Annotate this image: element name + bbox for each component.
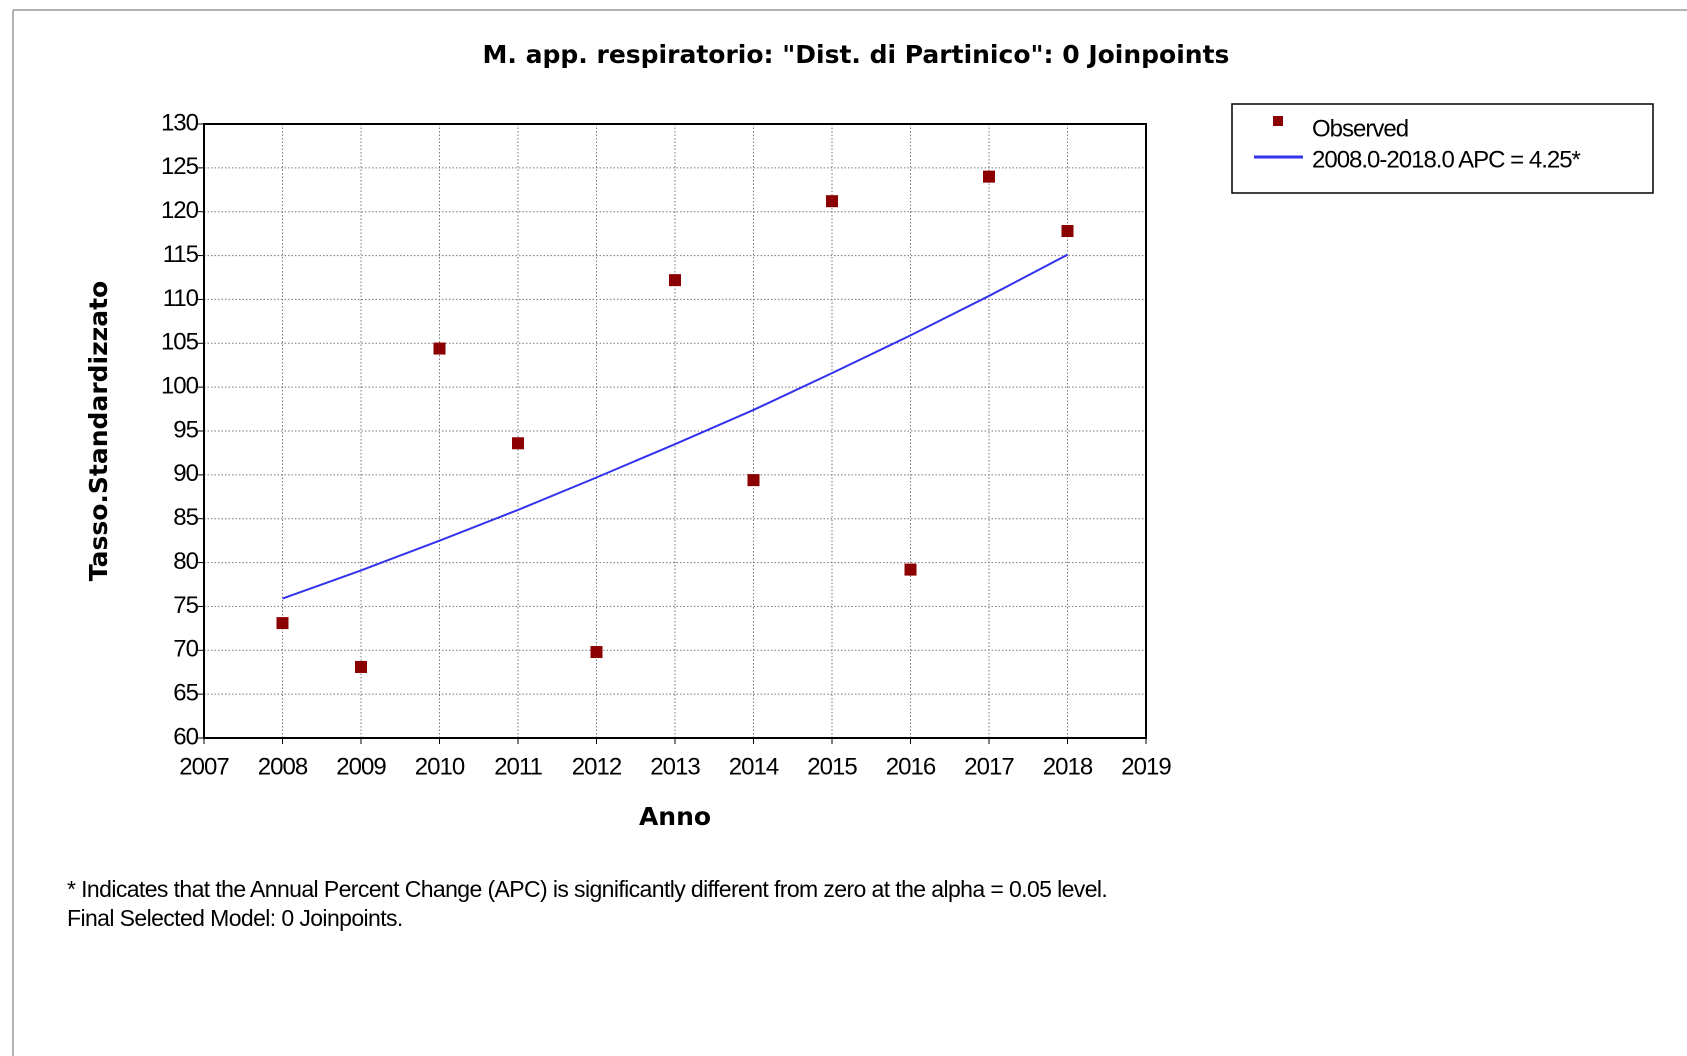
- marker: [590, 646, 603, 659]
- y-tick-label: 90: [173, 460, 198, 487]
- footnote: Final Selected Model: 0 Joinpoints.: [67, 905, 403, 931]
- x-tick-label: 2009: [336, 753, 386, 780]
- marker: [747, 474, 760, 487]
- x-tick-label: 2008: [258, 753, 308, 780]
- x-axis-label: Anno: [639, 802, 711, 831]
- x-tick-label: 2012: [572, 753, 622, 780]
- marker: [512, 437, 524, 450]
- y-tick-label: 85: [173, 504, 198, 531]
- plot-border: [203, 123, 1147, 739]
- y-tick-label: 125: [161, 153, 199, 180]
- y-tick-label: 80: [173, 548, 198, 575]
- y-tick-label: 120: [161, 197, 199, 224]
- marker: [433, 342, 446, 355]
- y-tick-label: 70: [173, 636, 198, 663]
- x-tick-label: 2015: [807, 753, 857, 780]
- x-tick-label: 2010: [415, 753, 465, 780]
- x-tick-label: 2018: [1043, 753, 1093, 780]
- marker: [1061, 225, 1074, 238]
- x-tick-label: 2007: [179, 753, 229, 780]
- y-tick-label: 60: [173, 723, 198, 750]
- x-tick-label: 2017: [964, 753, 1014, 780]
- marker: [904, 563, 917, 576]
- chart-title: M. app. respiratorio: "Dist. di Partinic…: [483, 40, 1230, 69]
- y-tick-label: 100: [161, 372, 199, 399]
- y-axis-label: Tasso.Standardizzato: [84, 281, 113, 581]
- legend-box: [1231, 103, 1654, 194]
- legend-label: Observed: [1312, 115, 1408, 142]
- x-tick-label: 2016: [886, 753, 936, 780]
- marker: [276, 617, 289, 630]
- y-tick-label: 130: [161, 109, 199, 136]
- x-tick-label: 2014: [729, 753, 779, 780]
- marker: [355, 660, 367, 673]
- fit-line: [282, 253, 1068, 600]
- x-tick-label: 2013: [650, 753, 700, 780]
- y-tick-label: 105: [161, 329, 199, 356]
- y-tick-label: 110: [163, 285, 199, 312]
- legend-label: 2008.0-2018.0 APC = 4.25*: [1312, 146, 1581, 173]
- x-tick-label: 2011: [494, 753, 542, 780]
- x-tick-label: 2019: [1121, 753, 1171, 780]
- y-tick-label: 75: [173, 592, 198, 619]
- y-tick-label: 95: [173, 416, 198, 443]
- marker: [669, 274, 681, 287]
- y-tick-label: 65: [173, 679, 198, 706]
- y-tick-label: 115: [163, 241, 199, 268]
- legend-marker: [1273, 116, 1283, 126]
- marker: [983, 170, 995, 183]
- marker: [826, 195, 838, 208]
- footnote: * Indicates that the Annual Percent Chan…: [67, 876, 1107, 902]
